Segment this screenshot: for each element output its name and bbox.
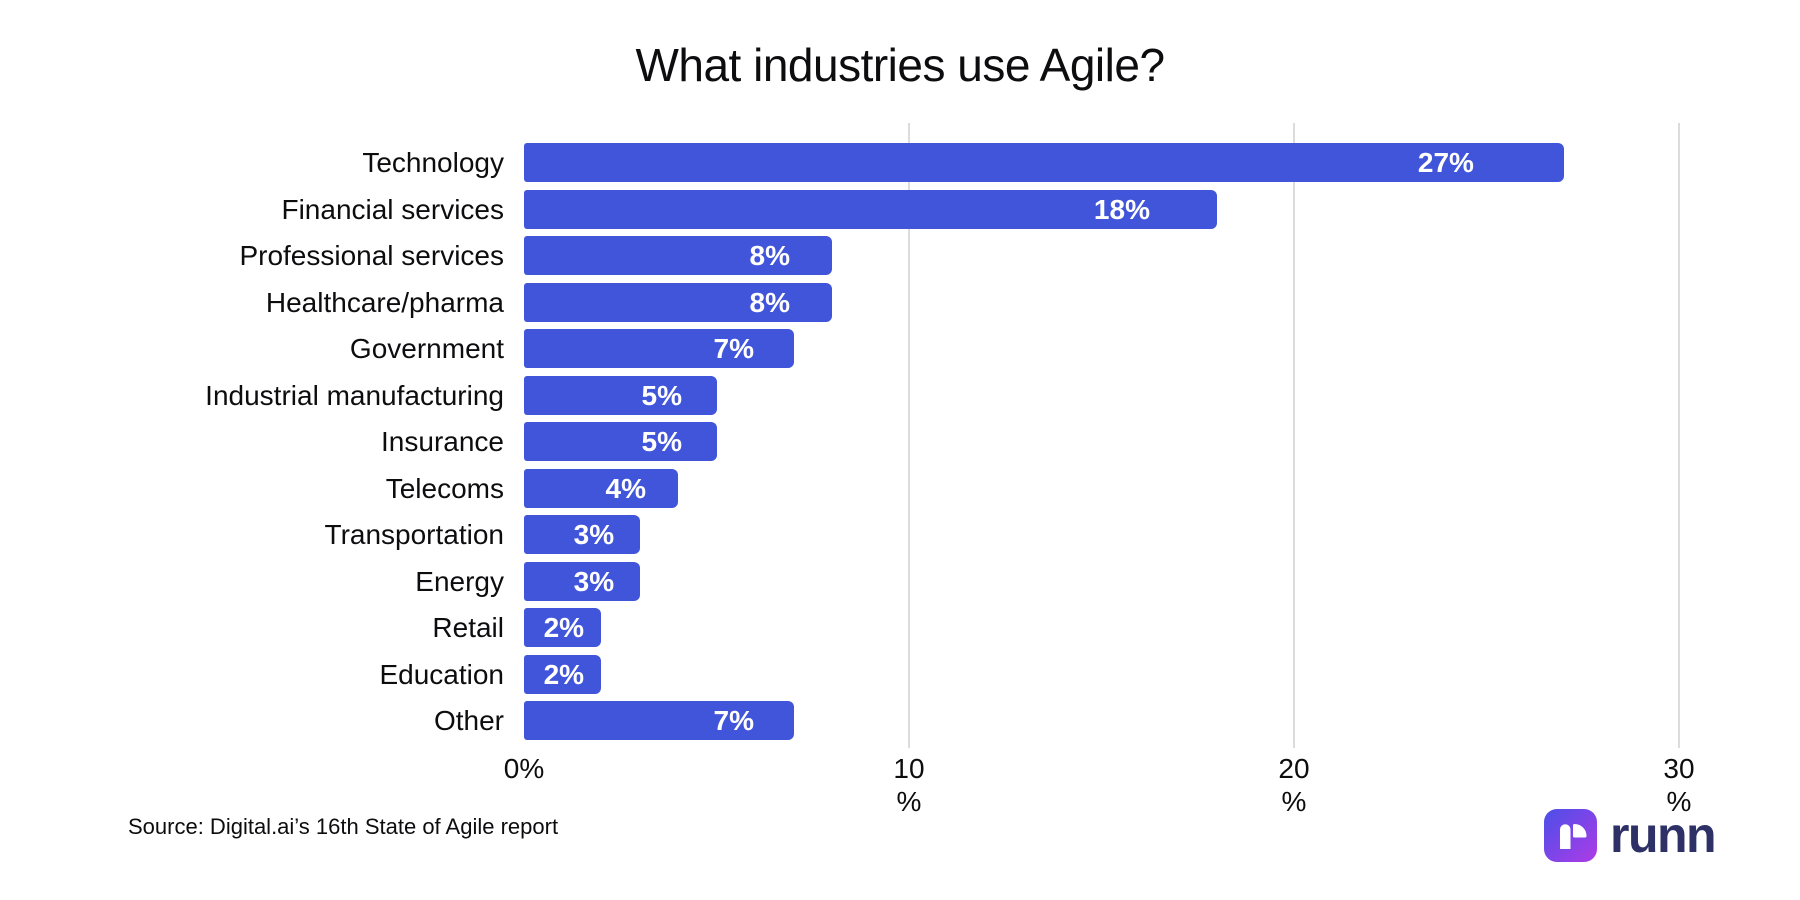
bar: 7% — [524, 701, 794, 740]
bar: 5% — [524, 375, 717, 415]
bar: 3% — [524, 515, 640, 554]
category-label: Transportation — [324, 519, 505, 550]
x-tick-label: 10% — [893, 752, 924, 818]
runn-logo-icon — [1544, 808, 1597, 862]
bar: 7% — [524, 329, 794, 368]
bar-value-label: 2% — [543, 612, 585, 643]
category-label: Healthcare/pharma — [265, 286, 504, 318]
bar-value-label: 3% — [573, 565, 615, 597]
bar-value-label: 27% — [1417, 147, 1474, 178]
bar-value-label: 8% — [749, 286, 790, 318]
bar: 8% — [524, 236, 832, 275]
category-label: Energy — [415, 565, 504, 597]
gridline-10pct — [908, 123, 910, 748]
x-tick-unit: % — [1666, 786, 1692, 817]
bar-value-label: 5% — [641, 379, 682, 411]
category-label: Industrial manufacturing — [205, 379, 504, 411]
bar: 2% — [524, 654, 601, 694]
chart-title: What industries use Agile? — [635, 39, 1165, 91]
bar-value-label: 7% — [713, 333, 754, 364]
bar: 2% — [524, 608, 601, 647]
bar: 18% — [524, 189, 1217, 229]
bar-value-label: 18% — [1093, 193, 1150, 225]
category-label: Technology — [362, 147, 504, 178]
x-tick-number: 10 — [893, 753, 925, 784]
bar-value-label: 5% — [641, 426, 682, 457]
category-label: Government — [349, 333, 504, 364]
category-label: Professional services — [239, 240, 504, 271]
runn-wordmark: runn — [1610, 807, 1717, 863]
bar: 8% — [524, 282, 832, 322]
x-tick-number: 20 — [1278, 753, 1310, 784]
gridline-30pct — [1678, 123, 1680, 748]
bar: 4% — [524, 468, 678, 508]
source-note: Source: Digital.ai’s 16th State of Agile… — [128, 814, 559, 839]
x-tick-label: 0% — [504, 752, 544, 785]
bar-value-label: 4% — [605, 472, 646, 504]
runn-logo: runn — [1544, 807, 1717, 863]
category-label: Financial services — [281, 193, 504, 225]
bar-value-label: 3% — [573, 519, 615, 550]
x-tick-label: 20% — [1278, 752, 1309, 818]
x-tick-number: 0% — [503, 753, 545, 784]
x-tick-label: 30% — [1663, 752, 1694, 818]
bar: 3% — [524, 561, 640, 601]
bar-value-label: 7% — [713, 705, 754, 736]
gridline-20pct — [1293, 123, 1295, 748]
bar-value-label: 2% — [543, 658, 585, 690]
bar-value-label: 8% — [749, 240, 790, 271]
category-label: Other — [433, 705, 504, 736]
x-tick-number: 30 — [1663, 753, 1695, 784]
category-label: Retail — [432, 612, 504, 643]
bar: 5% — [524, 422, 717, 461]
category-label: Education — [379, 658, 504, 690]
x-tick-unit: % — [896, 786, 922, 817]
x-tick-unit: % — [1281, 786, 1307, 817]
category-label: Telecoms — [385, 472, 504, 504]
bar: 27% — [524, 143, 1564, 182]
category-label: Insurance — [381, 426, 504, 457]
